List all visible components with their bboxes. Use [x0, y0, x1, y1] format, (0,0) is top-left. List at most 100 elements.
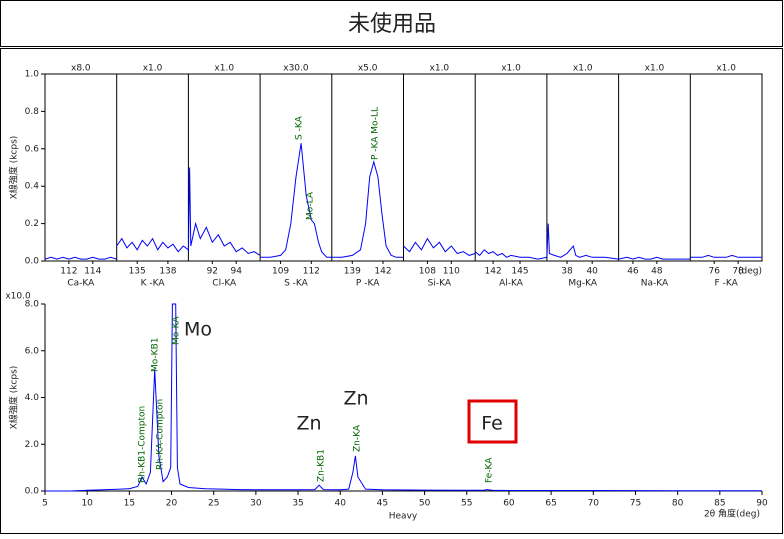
segment-name: Al-KA [499, 279, 524, 289]
y-tick-label: 8.0 [25, 300, 40, 310]
highlight-box [467, 399, 518, 444]
x-tick-label: 142 [485, 267, 502, 277]
x-axis-label: Heavy [389, 512, 418, 522]
x-tick-label: 76 [708, 267, 720, 277]
x-tick-label: 40 [586, 267, 598, 277]
segment-scale: x1.0 [430, 64, 450, 74]
y-tick-label: 0.0 [25, 257, 40, 267]
spectrum-line [474, 249, 547, 260]
peak-label: Mo-KA [172, 316, 182, 345]
y-tick-label: 4.0 [25, 393, 40, 403]
segment-name: Ca-KA [67, 279, 95, 289]
x-tick-label: 80 [672, 499, 684, 509]
x-tick-label: 145 [511, 267, 528, 277]
x-tick-label: 15 [124, 499, 135, 509]
element-label: Mo [184, 319, 212, 341]
x-tick-label: 110 [443, 267, 460, 277]
x-tick-label: 75 [630, 499, 641, 509]
segment-scale: x1.0 [143, 64, 163, 74]
x-tick-label: 92 [207, 267, 218, 277]
x-tick-label: 139 [344, 267, 361, 277]
segment-name: S -KA [284, 279, 309, 289]
x-tick-label: 112 [303, 267, 320, 277]
segment-name: K -KA [141, 279, 166, 289]
x-tick-label: 50 [419, 499, 431, 509]
segment-name: Cl-KA [212, 279, 237, 289]
segment-scale: x5.0 [358, 64, 378, 74]
spectrum-line [44, 256, 117, 260]
x-tick-label: 108 [419, 267, 436, 277]
peak-label: Mo-LA [306, 191, 316, 220]
peak-label: P -KA Mo-LL [371, 107, 381, 160]
x-tick-label: 45 [377, 499, 388, 509]
y-tick-label: 2.0 [25, 440, 40, 450]
x-tick-label: 55 [461, 499, 472, 509]
x-unit: (deg) [738, 267, 762, 277]
segment-scale: x8.0 [71, 64, 91, 74]
segment-name: P -KA [356, 279, 380, 289]
x-tick-label: 135 [129, 267, 146, 277]
y-tick-label: 0.0 [25, 487, 40, 497]
segment-scale: x1.0 [214, 64, 234, 74]
peak-label: Rh-KA-Compton [156, 399, 166, 470]
x-tick-label: 5 [42, 499, 48, 509]
y-tick-label: 1.0 [25, 70, 40, 80]
title-box [0, 0, 783, 47]
y-tick-label: 0.4 [25, 182, 40, 192]
segment-scale: x1.0 [501, 64, 521, 74]
spectrum-line [45, 303, 762, 492]
segment-name: Mg-KA [568, 279, 597, 289]
spectrum-line [403, 237, 476, 256]
x-tick-label: 38 [561, 267, 573, 277]
element-label: Zn [343, 388, 368, 410]
element-label: Fe [481, 413, 503, 435]
x-tick-label: 138 [159, 267, 176, 277]
x-tick-label: 10 [81, 499, 93, 509]
segment-scale: x30.0 [283, 64, 309, 74]
segment-scale: x1.0 [573, 64, 593, 74]
spectrum-line [116, 237, 189, 253]
chart-frame [0, 48, 783, 534]
y-tick-label: 6.0 [25, 346, 40, 356]
x-tick-label: 46 [627, 267, 639, 277]
x-tick-label: 114 [84, 267, 101, 277]
y-tick-label: 0.8 [25, 107, 40, 117]
x-tick-label: 112 [60, 267, 77, 277]
x-tick-label: 70 [588, 499, 600, 509]
spectrum-line [187, 167, 261, 256]
peak-label: S -KA [295, 115, 305, 140]
y-multiplier: x10.0 [5, 292, 31, 302]
peak-label: Zn-KA [353, 424, 363, 452]
peak-label: Mo-KB1 [151, 338, 161, 373]
segment-name: Si-KA [428, 279, 452, 289]
x-tick-label: 90 [756, 499, 768, 509]
x-tick-label: 109 [272, 267, 289, 277]
x-tick-label: 60 [503, 499, 515, 509]
segment-name: F -KA [715, 279, 739, 289]
x-tick-label: 48 [651, 267, 663, 277]
x-tick-label: 142 [374, 267, 391, 277]
spectrum-line [690, 254, 762, 258]
y-axis-label: X線強度 (kcps) [8, 366, 20, 430]
x-tick-label: 25 [208, 499, 219, 509]
peak-label: Zn-KB1 [317, 449, 327, 482]
peak-label: Rh-KB1-Compton [138, 406, 148, 483]
spectrum-line [546, 223, 619, 260]
x-tick-label: 94 [230, 267, 242, 277]
x-tick-label: 40 [335, 499, 347, 509]
segment-scale: x1.0 [716, 64, 736, 74]
x-tick-label: 20 [166, 499, 178, 509]
peak-label: Fe-KA [485, 457, 495, 483]
title: 未使用品 [348, 12, 436, 37]
segment-scale: x1.0 [645, 64, 665, 74]
x-tick-label: 85 [714, 499, 725, 509]
y-tick-label: 0.6 [25, 144, 40, 154]
y-tick-label: 0.2 [25, 219, 39, 229]
spectrum-line [618, 256, 691, 260]
spectrum-line [331, 160, 404, 258]
element-label: Zn [296, 413, 321, 435]
x-tick-label: 35 [292, 499, 303, 509]
segment-name: Na-KA [641, 279, 669, 289]
x-tick-label: 65 [545, 499, 556, 509]
